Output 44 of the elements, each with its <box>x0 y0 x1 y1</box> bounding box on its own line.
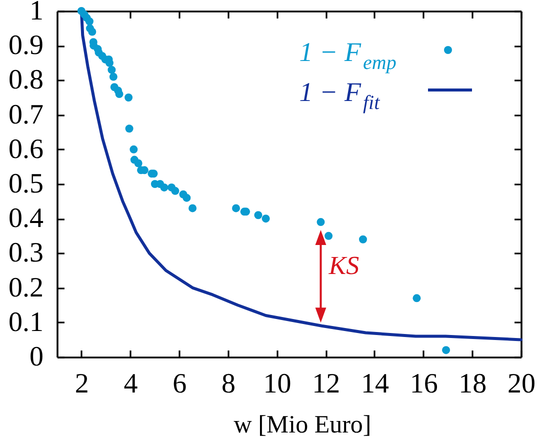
point <box>316 218 325 226</box>
x-tick-label: 2 <box>74 368 89 400</box>
point <box>160 183 168 192</box>
point <box>109 72 118 81</box>
x-tick-label: 10 <box>263 368 292 400</box>
x-tick-label: 8 <box>221 368 236 400</box>
y-tick-label: 0.3 <box>8 238 44 269</box>
point <box>232 204 240 212</box>
point <box>262 214 270 223</box>
x-tick-label: 20 <box>508 368 536 400</box>
y-tick-label: 0.5 <box>8 168 44 200</box>
y-tick-label: 0.2 <box>8 272 44 304</box>
x-axis-title: w [Mio Euro] <box>234 412 372 438</box>
x-tick-label: 12 <box>312 368 340 400</box>
x-tick-label: 4 <box>124 368 138 400</box>
y-tick-label: 0.9 <box>8 30 44 62</box>
point <box>115 90 124 98</box>
point <box>171 186 180 195</box>
y-tick-label: 1 <box>30 0 44 26</box>
point <box>412 294 421 302</box>
y-tick-label: 0.4 <box>8 203 44 234</box>
point <box>88 28 96 36</box>
x-tick-label: 18 <box>458 368 487 400</box>
point <box>124 94 133 102</box>
y-tick-label: 0.8 <box>8 64 44 96</box>
y-tick-label: 0 <box>30 342 44 372</box>
point <box>108 66 116 74</box>
y-tick-label: 0.6 <box>8 134 44 165</box>
x-tick-label: 16 <box>410 368 438 400</box>
point <box>125 124 134 133</box>
point <box>254 211 262 220</box>
point <box>182 194 191 202</box>
point <box>85 17 94 26</box>
point <box>188 204 197 212</box>
x-tick-label: 14 <box>360 368 389 400</box>
point <box>442 346 450 354</box>
annotation: KS <box>328 250 360 280</box>
y-tick-label: 0.1 <box>8 306 44 338</box>
point <box>130 145 138 154</box>
y-tick-label: 0.7 <box>8 99 44 130</box>
point <box>134 159 142 168</box>
point <box>324 232 333 240</box>
point <box>358 235 367 244</box>
x-tick-label: 6 <box>172 368 187 400</box>
